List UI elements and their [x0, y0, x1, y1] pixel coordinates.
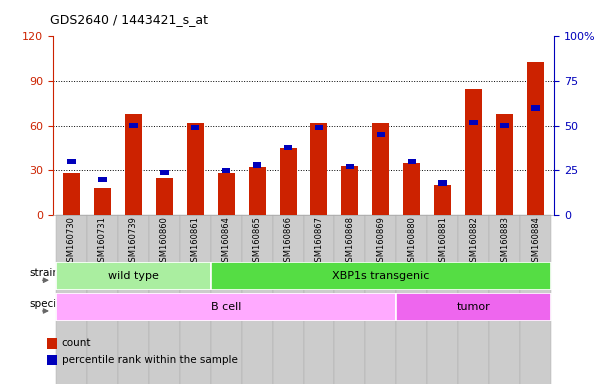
Bar [501, 123, 509, 128]
Bar [47, 338, 56, 349]
Bar [279, 148, 296, 215]
FancyBboxPatch shape [489, 215, 520, 384]
Bar [249, 167, 266, 215]
Text: specimen: specimen [29, 299, 79, 309]
Bar [222, 168, 230, 173]
Bar [218, 174, 234, 215]
Bar [63, 174, 80, 215]
FancyBboxPatch shape [149, 215, 180, 384]
FancyBboxPatch shape [56, 215, 87, 384]
Bar [191, 125, 200, 130]
Bar [129, 123, 138, 128]
Bar [373, 123, 389, 215]
Bar [160, 170, 168, 175]
FancyBboxPatch shape [273, 215, 304, 384]
Text: strain: strain [29, 268, 59, 278]
Bar [253, 162, 261, 168]
Bar [396, 293, 551, 321]
Bar [156, 178, 172, 215]
FancyBboxPatch shape [211, 215, 242, 384]
Text: tumor: tumor [457, 302, 490, 312]
Bar [527, 62, 544, 215]
Text: wild type: wild type [108, 271, 159, 281]
Bar [531, 105, 540, 111]
Bar [315, 125, 323, 130]
Bar [407, 159, 416, 164]
Bar [125, 114, 142, 215]
FancyBboxPatch shape [304, 215, 334, 384]
Bar [211, 262, 551, 290]
Bar [496, 114, 513, 215]
Bar [187, 123, 204, 215]
Bar [56, 262, 211, 290]
Bar [94, 188, 111, 215]
Text: XBP1s transgenic: XBP1s transgenic [332, 271, 430, 281]
FancyBboxPatch shape [118, 215, 149, 384]
Bar [98, 177, 106, 182]
Text: B cell: B cell [211, 302, 242, 312]
FancyBboxPatch shape [396, 215, 427, 384]
Text: percentile rank within the sample: percentile rank within the sample [62, 355, 237, 365]
FancyBboxPatch shape [365, 215, 396, 384]
Bar [47, 355, 56, 365]
Bar [439, 180, 447, 185]
Bar [403, 163, 420, 215]
Bar [435, 185, 451, 215]
FancyBboxPatch shape [458, 215, 489, 384]
FancyBboxPatch shape [427, 215, 458, 384]
Bar [284, 145, 292, 150]
Bar [346, 164, 354, 169]
FancyBboxPatch shape [87, 215, 118, 384]
FancyBboxPatch shape [334, 215, 365, 384]
Bar [377, 132, 385, 137]
Bar [56, 293, 396, 321]
Text: GDS2640 / 1443421_s_at: GDS2640 / 1443421_s_at [50, 13, 208, 26]
Bar [341, 166, 358, 215]
FancyBboxPatch shape [180, 215, 211, 384]
Bar [469, 119, 478, 125]
Text: count: count [62, 338, 91, 348]
FancyBboxPatch shape [520, 215, 551, 384]
Bar [311, 123, 328, 215]
FancyBboxPatch shape [242, 215, 273, 384]
Bar [465, 89, 482, 215]
Bar [67, 159, 76, 164]
